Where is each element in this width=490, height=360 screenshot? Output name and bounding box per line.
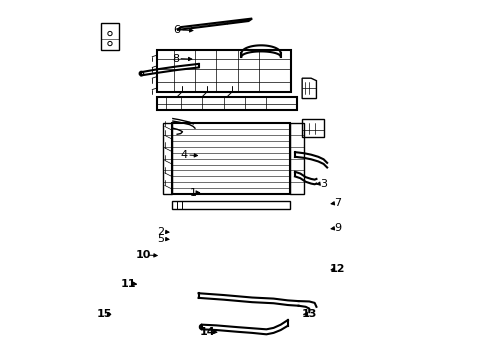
Text: 11: 11 — [121, 279, 137, 289]
Bar — [172, 201, 290, 208]
Text: 9: 9 — [334, 223, 342, 233]
Text: 8: 8 — [172, 54, 179, 64]
Text: 15: 15 — [96, 309, 112, 319]
Text: 12: 12 — [330, 264, 345, 274]
Bar — [302, 119, 323, 137]
Text: 13: 13 — [302, 309, 317, 319]
Text: 6: 6 — [173, 25, 181, 35]
Bar — [101, 23, 119, 50]
Text: 7: 7 — [334, 198, 342, 208]
Bar — [157, 50, 292, 93]
Bar — [172, 123, 290, 194]
Text: 2: 2 — [157, 227, 165, 237]
Text: 14: 14 — [200, 327, 215, 337]
Text: 5: 5 — [158, 234, 165, 244]
Text: 4: 4 — [181, 150, 188, 160]
Bar — [290, 123, 304, 194]
Text: 1: 1 — [190, 188, 196, 198]
Bar — [163, 123, 172, 194]
Text: 3: 3 — [320, 179, 327, 189]
Text: 10: 10 — [136, 250, 151, 260]
Bar — [157, 97, 297, 111]
